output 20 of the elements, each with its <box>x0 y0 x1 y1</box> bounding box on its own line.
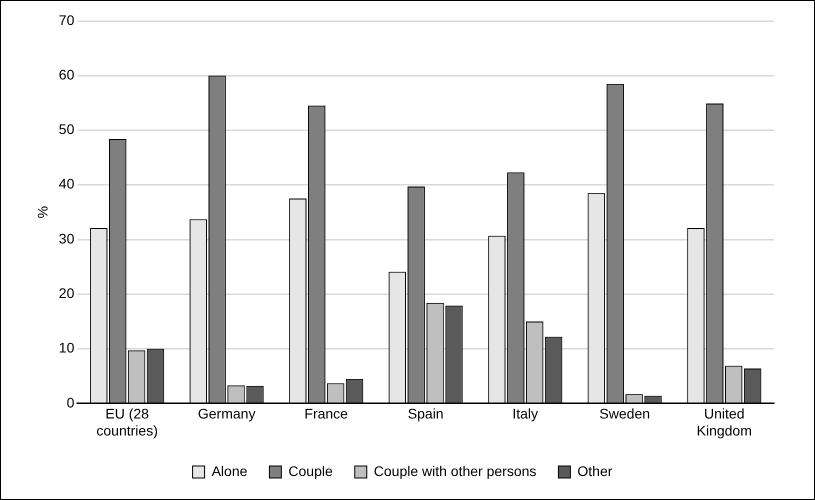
legend-label: Couple <box>288 462 333 479</box>
y-tick-label: 40 <box>58 176 75 192</box>
x-tick-label: Spain <box>408 406 444 422</box>
y-tick-label: 20 <box>58 285 75 301</box>
y-axis-title: % <box>34 206 50 218</box>
y-tick-label: 50 <box>58 121 75 138</box>
x-tick-label: France <box>304 406 348 422</box>
x-tick-label: Sweden <box>599 406 650 422</box>
legend-label: Alone <box>212 462 248 479</box>
y-tick-label: 30 <box>58 230 75 246</box>
legend-label: Couple with other persons <box>374 462 536 479</box>
y-tick-label: 0 <box>66 394 75 410</box>
x-tick-label: EU (28 countries) <box>96 406 158 438</box>
legend-label: Other <box>577 462 613 479</box>
y-tick-label: 10 <box>58 340 75 356</box>
x-tick-label: Germany <box>198 406 256 422</box>
x-tick-label: United Kingdom <box>696 406 752 438</box>
y-tick-label: 70 <box>58 12 75 28</box>
y-tick-label: 60 <box>58 66 75 82</box>
x-tick-label: Italy <box>512 406 538 422</box>
